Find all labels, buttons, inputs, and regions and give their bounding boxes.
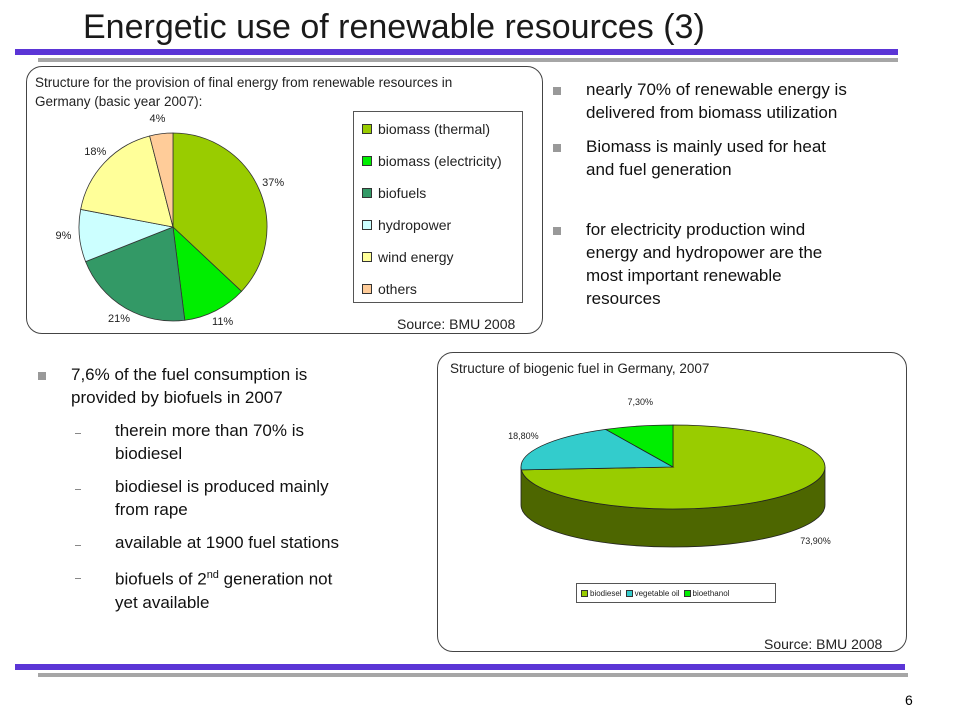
bullet-line: Biomass is mainly used for heat: [586, 137, 826, 156]
legend-swatch: [362, 220, 372, 230]
pie-slice: [604, 424, 674, 468]
legend-swatch: [362, 188, 372, 198]
pie-chart-biogenic-fuel: [520, 424, 826, 548]
pie-slice: [80, 135, 174, 228]
pie-slice: [520, 428, 675, 471]
legend-label: biodiesel: [590, 588, 622, 598]
legend-swatch: [362, 124, 372, 134]
data-label: 37%: [262, 177, 285, 190]
pie-chart-final-energy: [78, 132, 268, 322]
legend-swatch: [362, 156, 372, 166]
data-label: 18%: [84, 146, 107, 159]
slide-title: Energetic use of renewable resources (3): [83, 8, 705, 46]
data-label: 7,30%: [627, 396, 653, 407]
pie-slice: [85, 226, 186, 322]
chart-title: Structure for the provision of final ene…: [35, 75, 453, 109]
bullet-marker: [553, 87, 561, 95]
legend-swatch: [362, 284, 372, 294]
legend-label: biomass (thermal): [378, 121, 491, 137]
pie-slice: [149, 132, 174, 228]
bullet-line: 7,6% of the fuel consumption is: [71, 365, 308, 384]
bullet-line: provided by biofuels in 2007: [71, 388, 283, 407]
footer-line-accent: [15, 664, 905, 670]
title-underline-shadow: [38, 58, 898, 62]
pie-slice: [172, 225, 243, 321]
sub-bullet-marker: [75, 578, 81, 579]
legend-swatch: [362, 252, 372, 262]
sub-bullet-marker: [75, 489, 81, 490]
legend-swatch: [625, 589, 633, 597]
data-label: 73,90%: [800, 535, 831, 546]
legend-label: bioethanol: [692, 588, 730, 598]
chart-panel-final-energy: Structure for the provision of final ene…: [26, 66, 543, 334]
source-note: Source: BMU 2008: [764, 636, 883, 652]
pie-slice: [172, 132, 268, 292]
bullet-text: generation not: [218, 569, 333, 589]
bullet-line: energy and hydropower are the: [586, 243, 823, 262]
data-label: 11%: [212, 316, 234, 329]
bullet-line: biodiesel is produced mainly: [115, 477, 329, 496]
bullet-list-right: nearly 70% of renewable energy is delive…: [553, 78, 933, 328]
legend-label: vegetable oil: [634, 588, 680, 598]
legend-item: vegetable oil: [625, 588, 680, 598]
bullet-line: yet available: [115, 592, 210, 612]
page-number: 6: [905, 692, 913, 708]
source-note: Source: BMU 2008: [397, 316, 516, 332]
chart-panel-biogenic-fuel: Structure of biogenic fuel in Germany, 2…: [437, 352, 907, 652]
bullet-marker: [553, 144, 561, 152]
legend-item: biomass (thermal): [362, 118, 490, 140]
sub-bullet-marker: [75, 545, 81, 546]
bullet-line: from rape: [115, 500, 188, 519]
legend-item: wind energy: [362, 246, 454, 268]
chart-title: Structure of biogenic fuel in Germany, 2…: [450, 361, 710, 376]
data-label: 18,80%: [508, 431, 539, 442]
data-label: 9%: [55, 230, 72, 243]
bullet-list-left: 7,6% of the fuel consumption is provided…: [38, 363, 418, 623]
title-underline-accent: [15, 49, 898, 55]
superscript: nd: [206, 569, 219, 581]
bullet-line: available at 1900 fuel stations: [115, 533, 339, 552]
bullet-marker: [553, 227, 561, 235]
bullet-line: delivered from biomass utilization: [586, 103, 838, 122]
legend-item: bioethanol: [683, 588, 730, 598]
legend-label: biomass (electricity): [378, 153, 502, 169]
bullet-line: biofuels of 2nd generation not: [115, 564, 415, 591]
legend-swatch: [683, 589, 691, 597]
chart-legend: biomass (thermal) biomass (electricity) …: [353, 111, 523, 303]
bullet-line: resources: [586, 289, 661, 308]
bullet-line: biodiesel: [115, 444, 183, 463]
bullet-line: nearly 70% of renewable energy is: [586, 80, 847, 99]
bullet-text: biofuels of 2: [115, 569, 207, 589]
sub-bullet-marker: [75, 433, 81, 434]
legend-item: hydropower: [362, 214, 451, 236]
footer-line-shadow: [38, 673, 908, 677]
legend-swatch: [581, 589, 588, 597]
bullet-marker: [38, 372, 46, 380]
legend-item: biomass (electricity): [362, 150, 502, 172]
bullet-line: for electricity production wind: [586, 220, 806, 239]
legend-label: biofuels: [378, 185, 427, 201]
legend-item: others: [362, 278, 417, 300]
legend-label: others: [378, 281, 417, 297]
legend-item: biofuels: [362, 182, 426, 204]
data-label: 4%: [149, 112, 166, 125]
bullet-line: and fuel generation: [586, 160, 732, 179]
data-label: 21%: [108, 312, 131, 325]
legend-label: hydropower: [378, 217, 452, 233]
bullet-line: therein more than 70% is: [115, 421, 304, 440]
chart-legend: biodiesel vegetable oil bioethanol: [576, 583, 776, 603]
legend-item: biodiesel: [581, 589, 622, 598]
bullet-line: most important renewable: [586, 266, 782, 285]
legend-label: wind energy: [378, 249, 454, 265]
